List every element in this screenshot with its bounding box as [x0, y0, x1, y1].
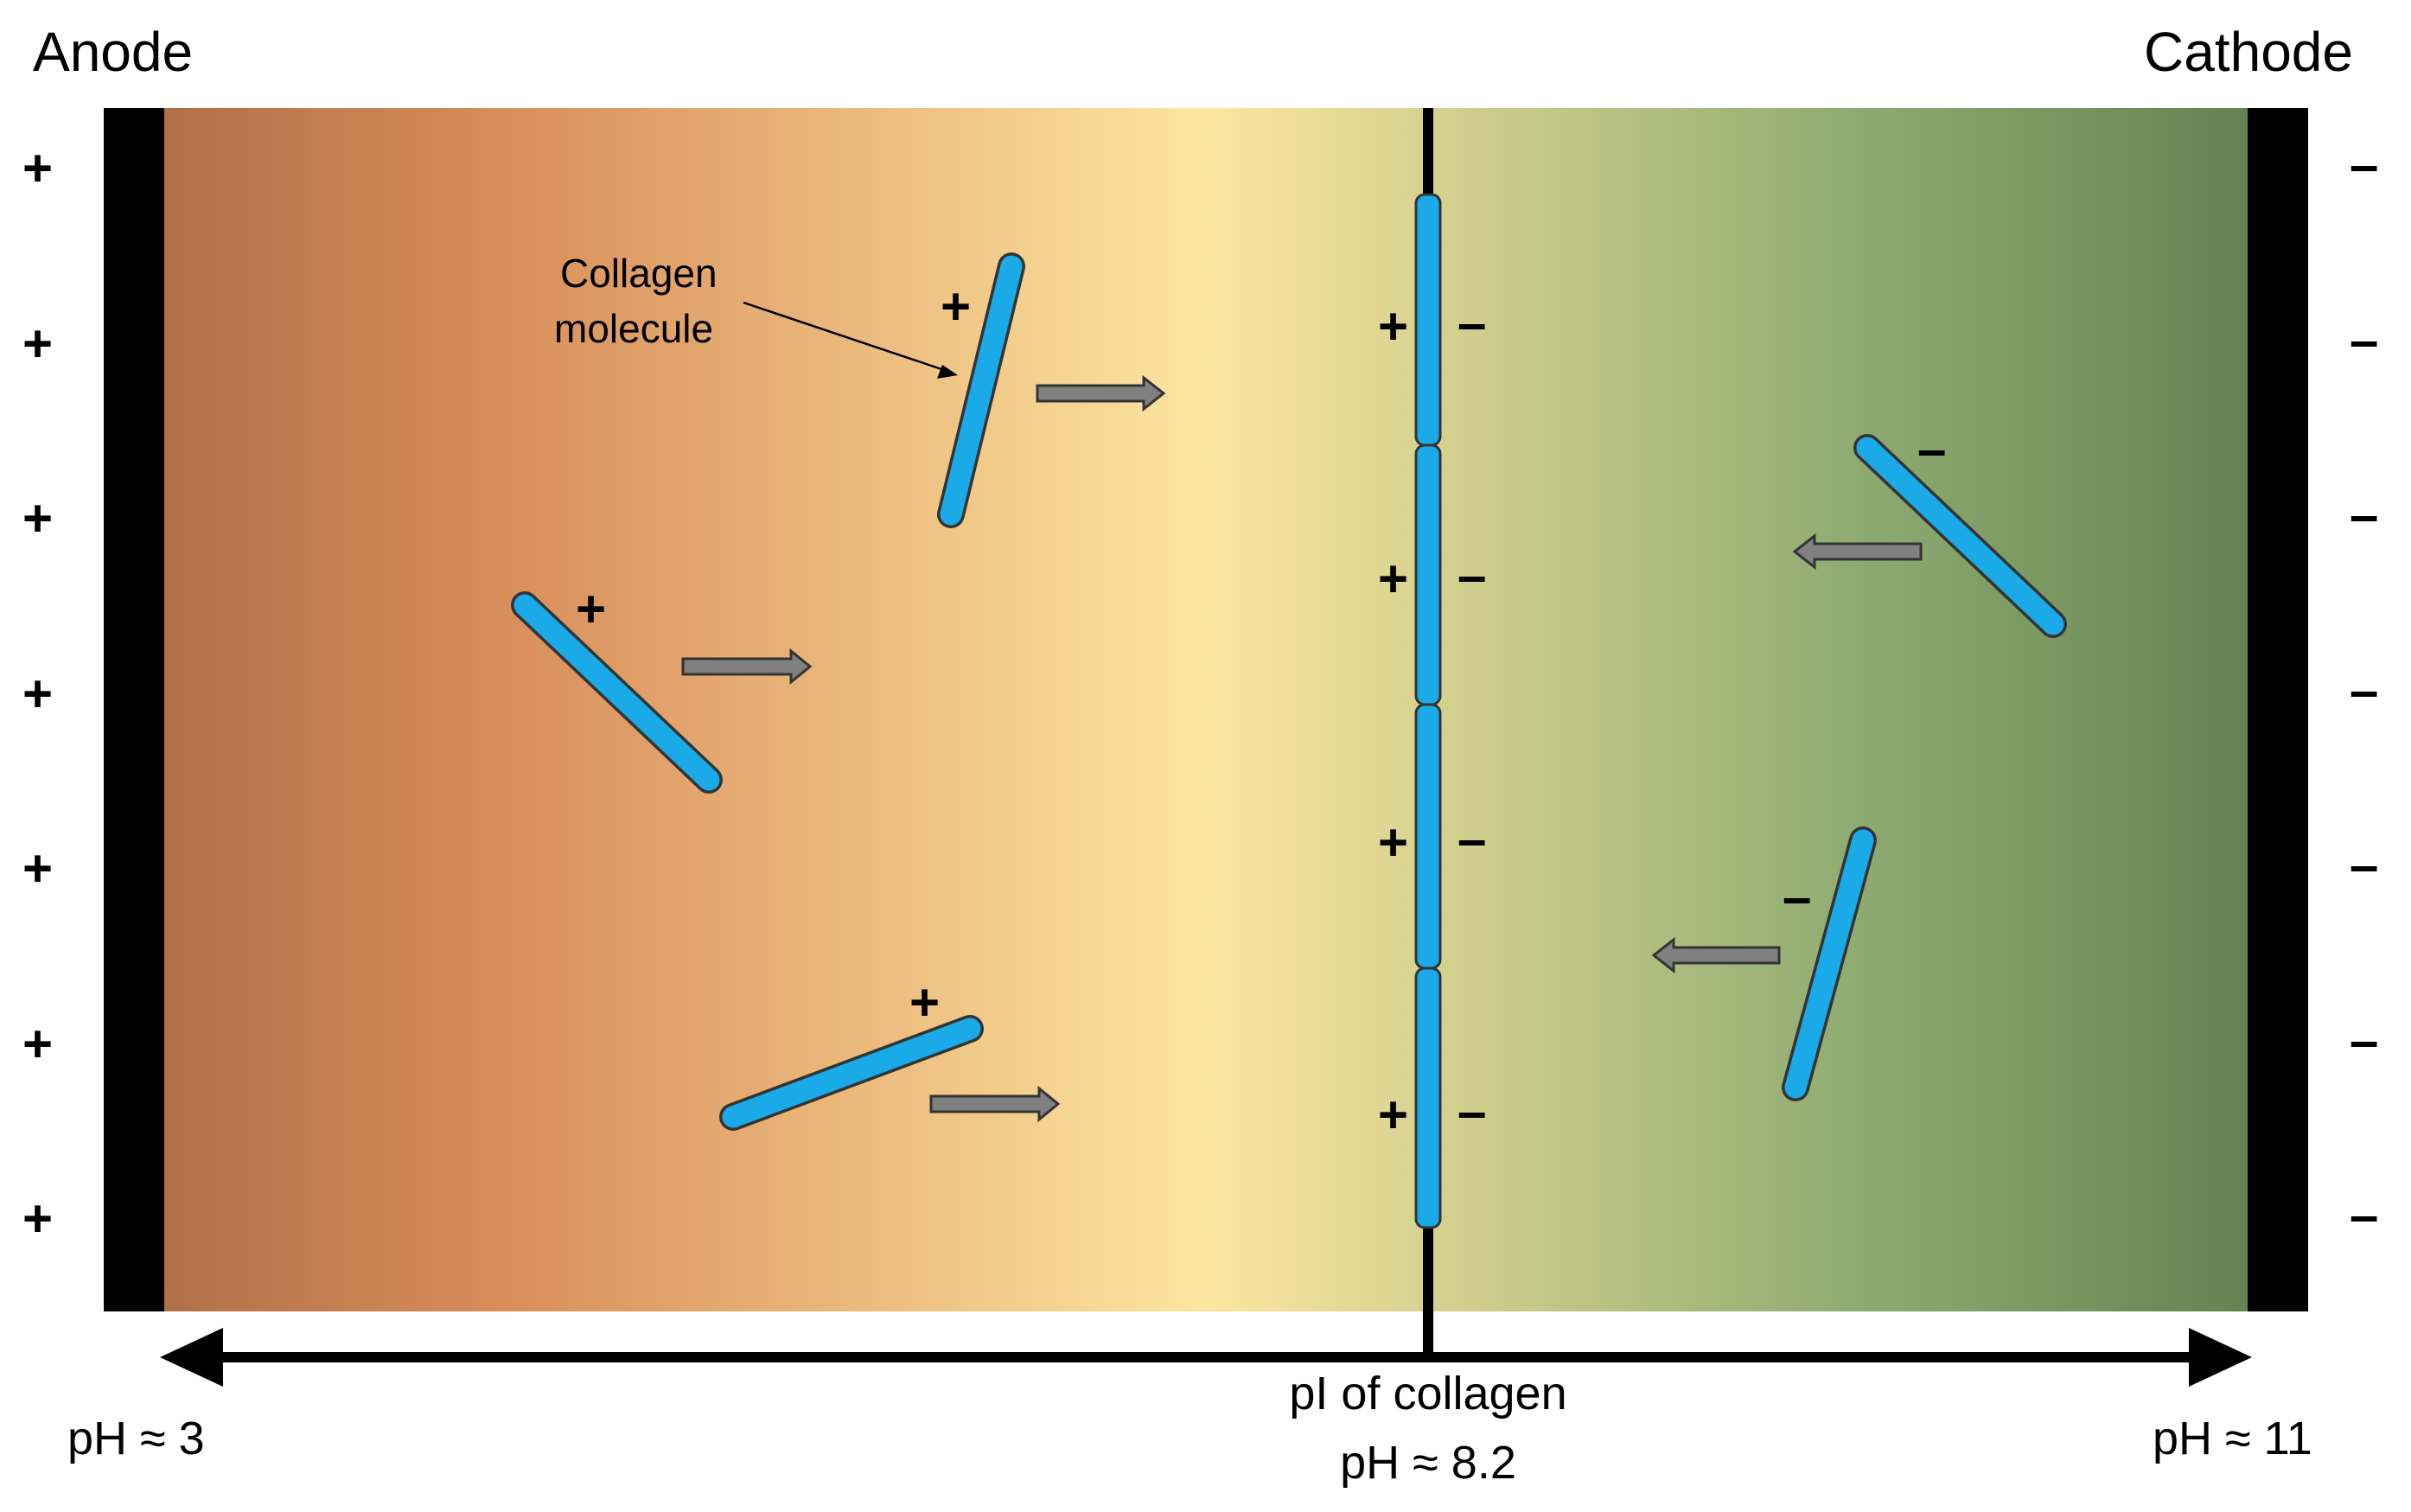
cathode-sign: – [2350, 1186, 2378, 1244]
anode-sign: + [22, 665, 53, 723]
arrow-right-icon [681, 648, 813, 686]
axis-left-arrowhead [160, 1328, 223, 1387]
anode-sign: + [22, 139, 53, 197]
charge-positive: + [909, 973, 940, 1031]
anode-sign: + [22, 489, 53, 547]
arrow-right-icon [929, 1085, 1061, 1123]
charge-negative: – [1917, 420, 1946, 478]
ph-low-label: pH ≈ 3 [67, 1413, 205, 1464]
cathode-sign: – [2350, 1011, 2378, 1069]
axis-right-arrowhead [2189, 1328, 2252, 1387]
collagen-molecule [940, 255, 1023, 526]
cathode-signs: – – – – – – – [2350, 136, 2378, 1244]
charge-negative: – [1457, 294, 1486, 352]
negative-molecules: – – [1782, 420, 2067, 1101]
charge-positive: + [576, 580, 606, 638]
collagen-molecule [1856, 437, 2064, 635]
collagen-molecule [1414, 193, 1442, 447]
annotation-arrowhead [937, 365, 958, 379]
charge-negative: – [1783, 868, 1811, 926]
cathode-electrode [2248, 108, 2308, 1311]
anode-signs: + + + + + + + [22, 139, 53, 1247]
collagen-molecule [1414, 967, 1442, 1229]
arrow-left-icon [1792, 533, 1923, 571]
arrow-left-icon [1651, 936, 1781, 974]
arrow-right-icon [1036, 374, 1166, 412]
collagen-molecule [1414, 443, 1442, 706]
cathode-sign: – [2350, 136, 2378, 194]
pi-molecule-stack [1414, 193, 1442, 1229]
anode-electrode [104, 108, 164, 1311]
cathode-sign: – [2350, 486, 2378, 544]
anode-sign: + [22, 839, 53, 897]
ph-axis [160, 1328, 2252, 1387]
cathode-sign: – [2350, 311, 2378, 369]
collagen-molecule [722, 1018, 981, 1128]
anode-label: Anode [33, 21, 193, 83]
charge-positive: + [941, 278, 971, 335]
charge-positive: + [1378, 813, 1408, 871]
cathode-sign: – [2350, 661, 2378, 719]
charge-positive: + [1378, 1086, 1408, 1144]
charge-negative: – [1457, 810, 1486, 868]
anode-sign: + [22, 1015, 53, 1073]
charge-negative: – [1457, 546, 1486, 604]
anode-sign: + [22, 1190, 53, 1247]
positive-molecules: + + + [511, 252, 1025, 1131]
anode-sign: + [22, 315, 53, 373]
ph-gradient-field [104, 108, 2308, 1311]
charge-negative: – [1457, 1082, 1486, 1140]
annotation-pointer [743, 301, 950, 373]
cathode-label: Cathode [2144, 21, 2353, 83]
collagen-molecule [513, 594, 720, 791]
pi-value-label: pH ≈ 8.2 [1340, 1437, 1516, 1489]
collagen-molecule [1784, 829, 1874, 1099]
annotation-line2: molecule [554, 306, 713, 351]
pi-charges: + – + – + – + – [1378, 294, 1486, 1144]
charge-positive: + [1378, 550, 1408, 608]
annotation-line1: Collagen [560, 251, 718, 296]
charge-positive: + [1378, 297, 1408, 355]
collagen-molecule [1414, 703, 1442, 970]
movement-arrows [681, 374, 1923, 1123]
pi-label: pI of collagen [1289, 1368, 1566, 1419]
ph-high-label: pH ≈ 11 [2153, 1413, 2312, 1464]
cathode-sign: – [2350, 836, 2378, 894]
